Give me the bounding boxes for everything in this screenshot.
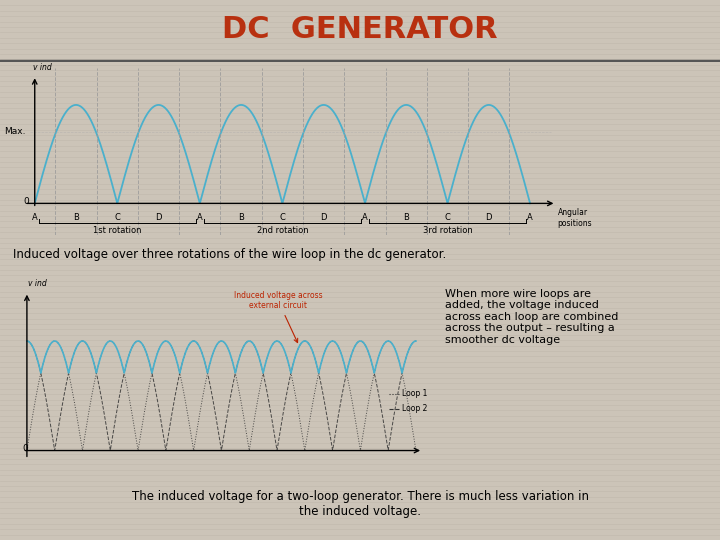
Text: B: B (238, 213, 244, 222)
Text: v ind: v ind (28, 280, 47, 288)
Text: 1st rotation: 1st rotation (93, 226, 142, 235)
Text: 3rd rotation: 3rd rotation (423, 226, 472, 235)
Text: 0: 0 (22, 444, 28, 453)
Text: Angular
positions: Angular positions (558, 208, 593, 228)
Text: Loop 2: Loop 2 (402, 404, 427, 414)
Text: 0: 0 (24, 197, 30, 206)
Text: A: A (362, 213, 368, 222)
Text: When more wire loops are
added, the voltage induced
across each loop are combine: When more wire loops are added, the volt… (445, 289, 618, 345)
Text: Induced voltage over three rotations of the wire loop in the dc generator.: Induced voltage over three rotations of … (13, 248, 446, 261)
Text: 2nd rotation: 2nd rotation (256, 226, 308, 235)
Text: A: A (197, 213, 203, 222)
Text: v ind: v ind (33, 63, 52, 72)
Text: Induced voltage across
external circuit: Induced voltage across external circuit (234, 291, 323, 342)
Text: C: C (444, 213, 451, 222)
Text: Loop 1: Loop 1 (402, 389, 427, 398)
Text: D: D (485, 213, 492, 222)
Text: Max.: Max. (4, 127, 25, 136)
Text: C: C (114, 213, 120, 222)
Text: A: A (527, 213, 533, 222)
Text: D: D (156, 213, 162, 222)
Text: B: B (403, 213, 409, 222)
Text: B: B (73, 213, 79, 222)
Text: DC  GENERATOR: DC GENERATOR (222, 15, 498, 44)
Text: C: C (279, 213, 285, 222)
Text: D: D (320, 213, 327, 222)
Text: The induced voltage for a two-loop generator. There is much less variation in
th: The induced voltage for a two-loop gener… (132, 490, 588, 518)
Text: A: A (32, 213, 37, 222)
